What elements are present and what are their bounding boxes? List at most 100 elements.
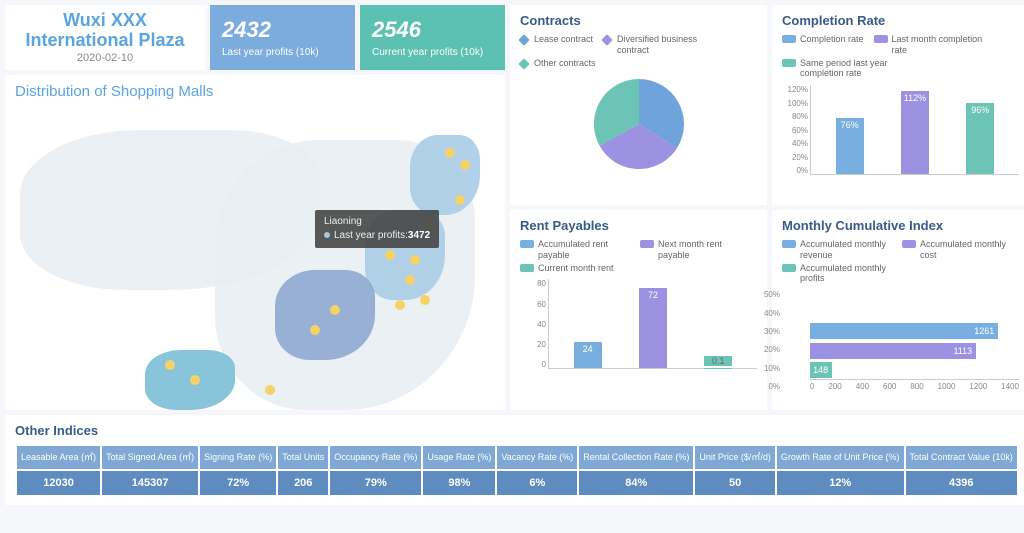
cumulative-x-axis: 0200400600800100012001400 xyxy=(810,382,1019,391)
legend-item[interactable]: Accumulated monthly cost xyxy=(902,239,1012,261)
legend-swatch xyxy=(782,240,796,248)
legend-label: Lease contract xyxy=(534,34,593,45)
table-cell: 50 xyxy=(695,471,775,495)
x-tick: 800 xyxy=(910,382,923,391)
bar-label: 112% xyxy=(901,93,929,103)
hbar[interactable]: 1113 xyxy=(810,343,976,359)
legend-item[interactable]: Last month completion rate xyxy=(874,34,984,56)
legend-label: Completion rate xyxy=(800,34,864,45)
y-tick: 100% xyxy=(782,99,808,108)
y-tick: 40% xyxy=(782,139,808,148)
y-tick: 0% xyxy=(782,166,808,175)
indices-section: Other Indices Leasable Area (㎡)Total Sig… xyxy=(5,415,1024,505)
legend-item[interactable]: Other contracts xyxy=(520,58,596,69)
legend-item[interactable]: Lease contract xyxy=(520,34,593,56)
hbar[interactable]: 148 xyxy=(810,362,832,378)
map-dot[interactable] xyxy=(330,305,340,315)
y-tick: 60 xyxy=(520,300,546,309)
bar[interactable]: 76% xyxy=(836,118,864,174)
legend-swatch xyxy=(520,264,534,272)
legend-swatch xyxy=(518,34,529,45)
legend-item[interactable]: Accumulated monthly profits xyxy=(782,263,892,285)
bar[interactable]: 112% xyxy=(901,91,929,174)
page-title: Wuxi XXX International Plaza xyxy=(15,11,195,51)
completion-bars[interactable]: 76% 112% 96% xyxy=(810,85,1019,175)
map-dot[interactable] xyxy=(460,160,470,170)
table-cell: 206 xyxy=(278,471,328,495)
legend-swatch xyxy=(782,264,796,272)
table-header-cell: Occupancy Rate (%) xyxy=(330,446,421,469)
y-tick: 30% xyxy=(754,327,780,336)
legend-swatch xyxy=(518,58,529,69)
indices-title: Other Indices xyxy=(15,423,1019,438)
map-dot[interactable] xyxy=(455,195,465,205)
stat-current-year: 2546 Current year profits (10k) xyxy=(360,5,505,70)
table-header-cell: Leasable Area (㎡) xyxy=(17,446,100,469)
legend-label: Accumulated monthly cost xyxy=(920,239,1012,261)
completion-y-axis: 0%20%40%60%80%100%120% xyxy=(782,85,808,175)
y-tick: 40 xyxy=(520,320,546,329)
map-dot[interactable] xyxy=(395,300,405,310)
legend-label: Accumulated monthly revenue xyxy=(800,239,892,261)
x-tick: 200 xyxy=(828,382,841,391)
bar-label: 0.1 xyxy=(704,356,732,366)
legend-label: Last month completion rate xyxy=(892,34,984,56)
legend-swatch xyxy=(902,240,916,248)
map-dot[interactable] xyxy=(190,375,200,385)
map-dot[interactable] xyxy=(410,255,420,265)
y-tick: 80 xyxy=(520,279,546,288)
legend-item[interactable]: Next month rent payable xyxy=(640,239,750,261)
cumulative-legend: Accumulated monthly revenueAccumulated m… xyxy=(782,239,1019,284)
map-dot[interactable] xyxy=(310,325,320,335)
indices-table: Leasable Area (㎡)Total Signed Area (㎡)Si… xyxy=(15,444,1019,497)
legend-swatch xyxy=(874,35,888,43)
table-header-cell: Signing Rate (%) xyxy=(200,446,276,469)
table-header-cell: Growth Rate of Unit Price (%) xyxy=(777,446,904,469)
legend-item[interactable]: Accumulated rent payable xyxy=(520,239,630,261)
y-tick: 20% xyxy=(782,153,808,162)
map-dot[interactable] xyxy=(165,360,175,370)
legend-label: Current month rent xyxy=(538,263,614,274)
legend-item[interactable]: Current month rent xyxy=(520,263,614,274)
stat-value: 2546 xyxy=(372,17,493,43)
bar[interactable]: 96% xyxy=(966,103,994,174)
table-header-row: Leasable Area (㎡)Total Signed Area (㎡)Si… xyxy=(17,446,1017,469)
bar[interactable]: 72 xyxy=(639,288,667,368)
y-tick: 0 xyxy=(520,360,546,369)
map-region xyxy=(275,270,375,360)
table-cell: 12% xyxy=(777,471,904,495)
y-tick: 10% xyxy=(754,364,780,373)
completion-legend: Completion rate Last month completion rat… xyxy=(782,34,1019,79)
legend-label: Other contracts xyxy=(534,58,596,69)
map-dot[interactable] xyxy=(420,295,430,305)
map-dot[interactable] xyxy=(385,250,395,260)
legend-label: Same period last year completion rate xyxy=(800,58,892,80)
chart-title: Monthly Cumulative Index xyxy=(782,218,1019,233)
table-header-cell: Vacancy Rate (%) xyxy=(497,446,577,469)
table-cell: 84% xyxy=(579,471,693,495)
stat-value: 2432 xyxy=(222,17,343,43)
map-dot[interactable] xyxy=(445,148,455,158)
map-canvas[interactable]: LiaoningLast year profits:3472 xyxy=(15,100,495,400)
table-cell: 12030 xyxy=(17,471,100,495)
stat-label: Current year profits (10k) xyxy=(372,47,493,58)
legend-item[interactable]: Diversified business contract xyxy=(603,34,713,56)
map-dot[interactable] xyxy=(265,385,275,395)
stat-last-year: 2432 Last year profits (10k) xyxy=(210,5,355,70)
legend-item[interactable]: Completion rate xyxy=(782,34,864,56)
cumulative-bars[interactable]: 1261 1113 148 xyxy=(810,290,1019,380)
y-tick: 80% xyxy=(782,112,808,121)
table-cell: 6% xyxy=(497,471,577,495)
legend-item[interactable]: Same period last year completion rate xyxy=(782,58,892,80)
y-tick: 20% xyxy=(754,345,780,354)
hbar[interactable]: 1261 xyxy=(810,323,998,339)
legend-item[interactable]: Accumulated monthly revenue xyxy=(782,239,892,261)
table-header-cell: Total Contract Value (10k) xyxy=(906,446,1018,469)
contracts-pie[interactable] xyxy=(589,74,689,174)
y-tick: 0% xyxy=(754,382,780,391)
rent-bars[interactable]: 24 72 0.1 xyxy=(548,279,757,369)
rent-legend: Accumulated rent payable Next month rent … xyxy=(520,239,757,273)
bar[interactable]: 24 xyxy=(574,342,602,369)
map-dot[interactable] xyxy=(405,275,415,285)
legend-swatch xyxy=(601,34,612,45)
